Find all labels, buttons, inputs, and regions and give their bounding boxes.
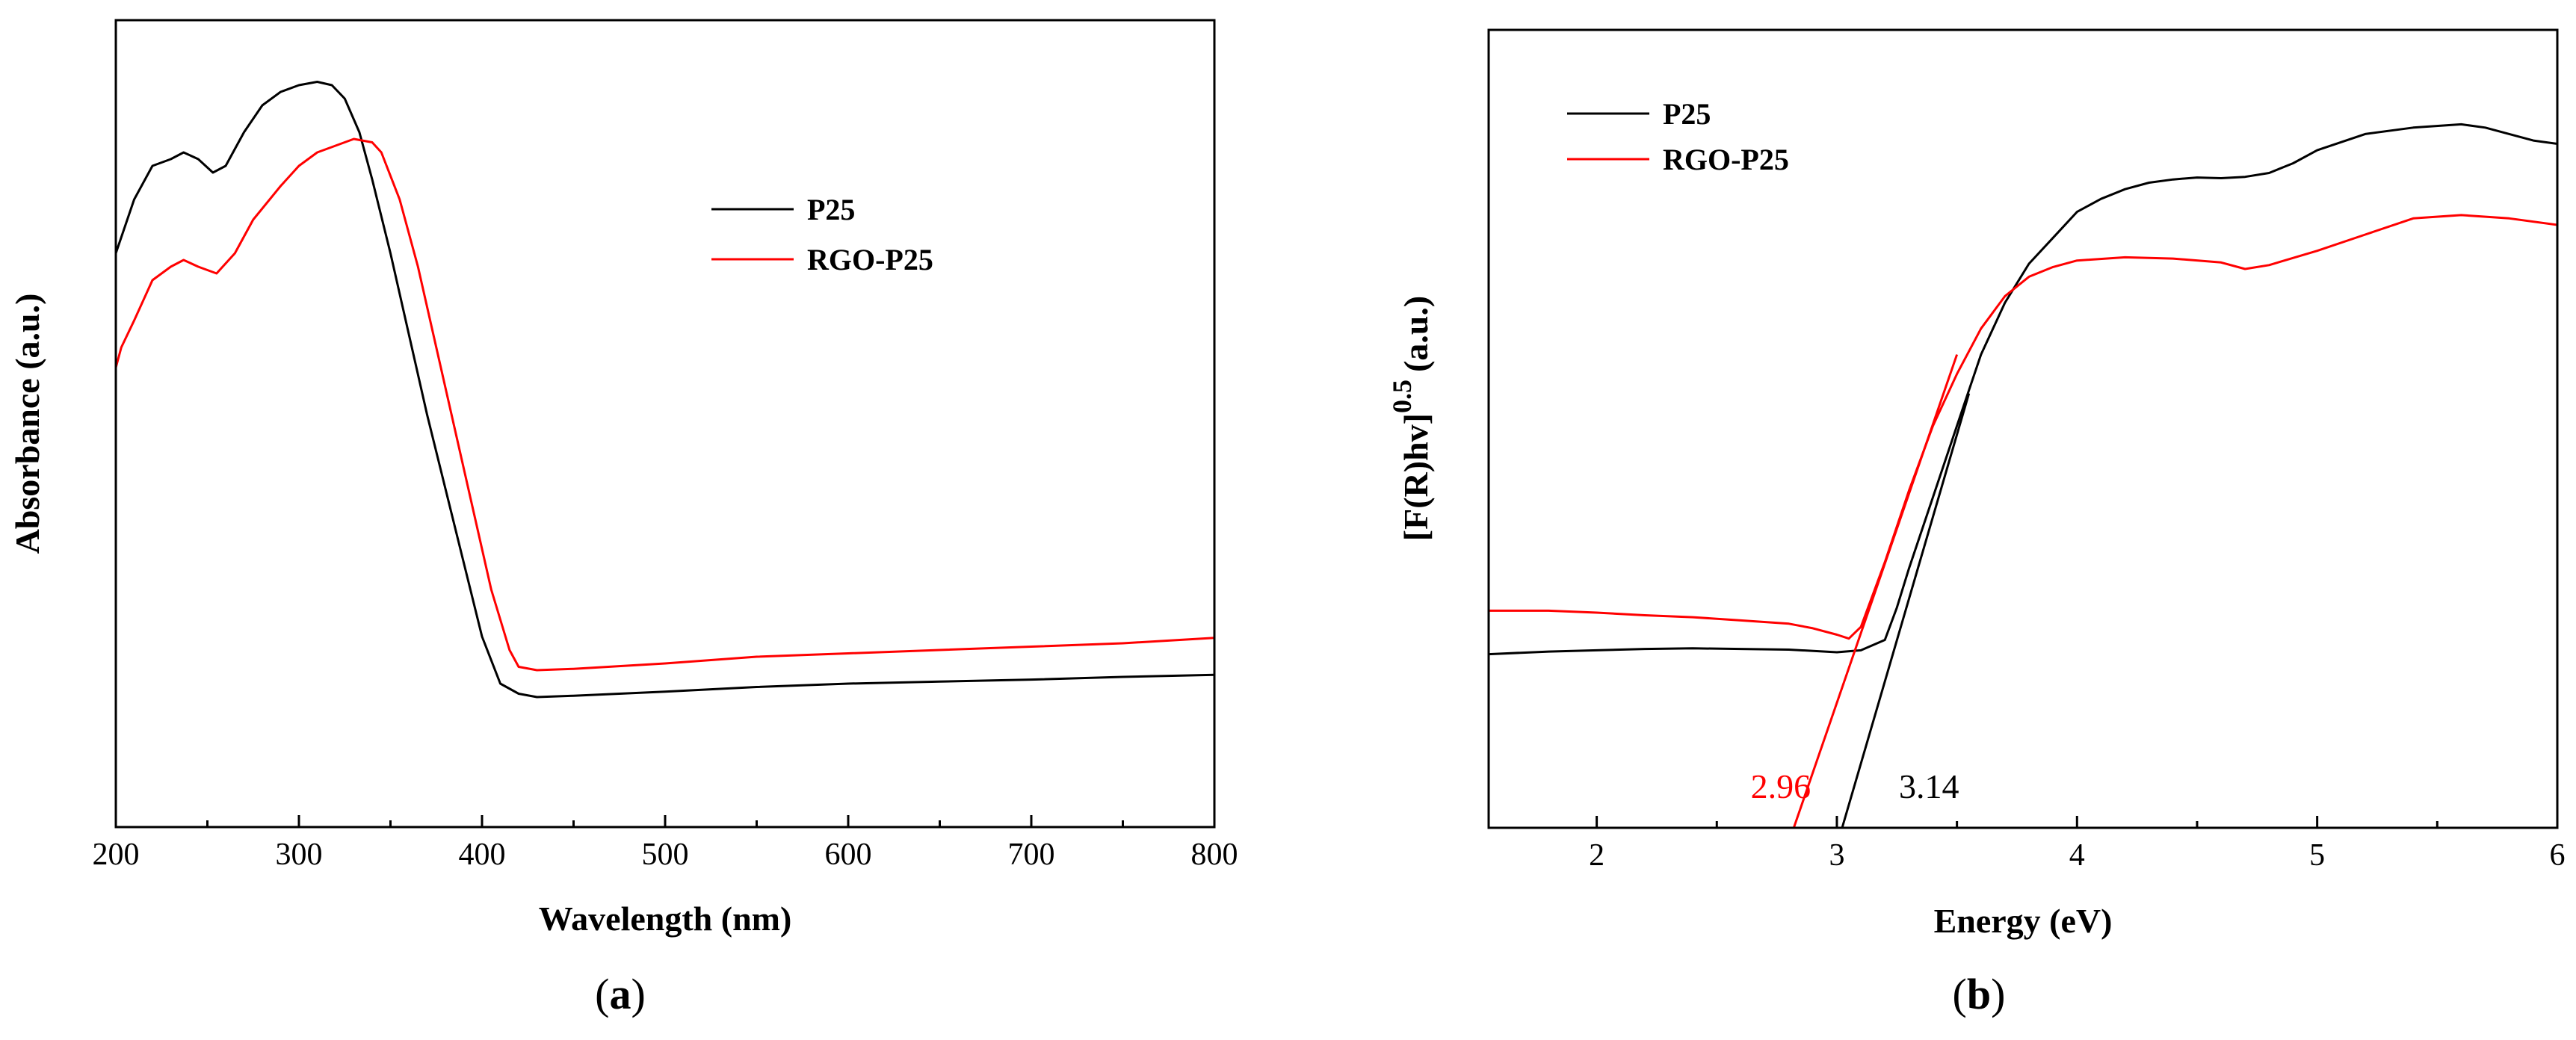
panel-a: 200 300 400 500 600 700 800 P25 RGO-P25 Wavele…: [8, 19, 1238, 1018]
panel-a-x-tick-label-500: 500: [642, 838, 689, 872]
panel-a-x-tick-label-300: 300: [276, 838, 323, 872]
panel-a-legend: P25 RGO-P25: [711, 193, 933, 276]
panel-b-legend: P25 RGO-P25: [1567, 97, 1789, 176]
panel-b-tangent-line-2: [1841, 393, 1971, 828]
panel-b-series-rgo-p25-line: [1489, 214, 2557, 640]
panel-b-ticks-layer: 2 3 4 5 6: [1589, 816, 2566, 873]
panel-a-series-rgo-p25-line: [114, 137, 1215, 672]
panel-a-x-tick-label-600: 600: [825, 838, 872, 872]
panel-b-label: (b): [1953, 970, 2006, 1018]
panel-b-x-tick-label-5: 5: [2309, 838, 2325, 873]
panel-a-x-tick-label-700: 700: [1008, 838, 1055, 872]
panel-a-series-p25-line: [114, 81, 1215, 699]
panel-b-tangent-line-1: [1792, 354, 1959, 828]
panel-b-x-tick-label-4: 4: [2069, 838, 2085, 873]
panel-b-series-layer: [1489, 123, 2557, 828]
panel-b-label-letter: b: [1967, 970, 1991, 1018]
panel-b-x-tick-label-3: 3: [1829, 838, 1844, 873]
panel-a-ticks-layer: 200 300 400 500 600 700 800: [93, 815, 1238, 872]
panel-b-annotation-3-14: 3.14: [1899, 767, 1959, 805]
legend-label-rgo-p25: RGO-P25: [807, 243, 933, 276]
panel-b-x-axis-title: Energy (eV): [1934, 902, 2113, 940]
panel-a-series-layer: [114, 81, 1215, 699]
panel-b: 2 3 4 5 6 2.96 3.14 P25 RGO-P25 Energy (eV) […: [1387, 28, 2566, 1018]
panel-b-annotations-layer: 2.96 3.14: [1751, 767, 1959, 805]
panel-a-label: (a): [595, 970, 646, 1018]
panel-a-plot-frame: [114, 19, 1216, 829]
legend-label-rgo-p25: RGO-P25: [1663, 143, 1789, 176]
panel-a-x-tick-label-200: 200: [93, 838, 140, 872]
panel-b-annotation-2-96: 2.96: [1751, 767, 1811, 805]
panel-a-x-axis-title: Wavelength (nm): [539, 900, 792, 938]
panel-b-y-axis-title-unit: (a.u.): [1397, 296, 1435, 372]
legend-label-p25: P25: [1663, 97, 1711, 131]
panel-b-x-tick-label-6: 6: [2550, 838, 2566, 873]
panel-b-plot-frame: [1487, 28, 2559, 829]
panel-b-y-axis-title-base: [F(R)hv]: [1397, 413, 1435, 541]
panel-b-y-axis-title: [F(R)hv]0.5 (a.u.): [1387, 296, 1435, 541]
panel-a-x-tick-label-400: 400: [459, 838, 506, 872]
panel-b-x-tick-label-2: 2: [1589, 838, 1604, 873]
panel-a-label-letter: a: [610, 970, 631, 1018]
panel-b-y-axis-title-exponent: 0.5: [1387, 380, 1417, 413]
panel-a-y-axis-title: Absorbance (a.u.): [8, 294, 46, 554]
panel-b-series-p25-line: [1489, 123, 2557, 656]
legend-label-p25: P25: [807, 193, 855, 226]
panel-a-x-tick-label-800: 800: [1191, 838, 1238, 872]
